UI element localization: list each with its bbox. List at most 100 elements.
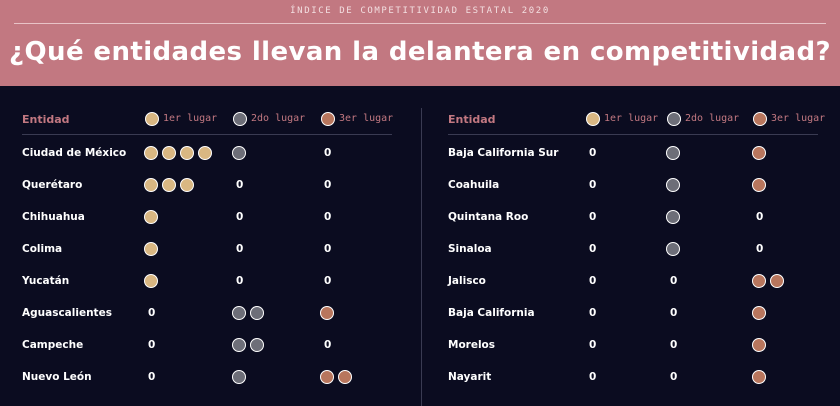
column-header-label: 1er lugar [604,113,659,124]
entity-name: Querétaro [22,179,83,191]
header-banner: ÍNDICE DE COMPETITIVIDAD ESTATAL 2020 ¿Q… [0,0,840,86]
table-row: Querétaro 0 0 [22,176,392,196]
table-row: Nayarit 0 0 [448,368,818,388]
medal-count: 0 [148,371,156,383]
gold-medal-icon [162,146,176,160]
entity-name: Chihuahua [22,211,85,223]
gray-medal-icon [232,306,246,320]
medal-count: 0 [324,275,332,287]
gray-medal-icon [250,306,264,320]
bronze-medal-icon [752,274,766,288]
table-row: Jalisco 0 0 [448,272,818,292]
column-header-entity: Entidad [22,113,70,126]
table-row: Morelos 0 0 [448,336,818,356]
bronze-medal-icon [770,274,784,288]
table-row: Sinaloa 0 0 [448,240,818,260]
medal-count: 0 [148,307,156,319]
column-header-label: 1er lugar [163,113,218,124]
bronze-medal-icon [320,370,334,384]
medal-count: 0 [589,211,597,223]
bronze-medal-icon [321,112,335,126]
entity-name: Yucatán [22,275,70,287]
medal-count: 0 [589,339,597,351]
gold-medal-icon [144,146,158,160]
table-row: Nuevo León 0 [22,368,392,388]
table-row: Aguascalientes 0 [22,304,392,324]
gray-medal-icon [232,146,246,160]
gold-medal-icon [180,178,194,192]
table-row: Baja California Sur 0 [448,144,818,164]
table-row: Baja California 0 0 [448,304,818,324]
medal-count: 0 [589,147,597,159]
medal-count: 0 [236,243,244,255]
gold-medal-icon [144,210,158,224]
entity-name: Baja California Sur [448,147,559,159]
gray-medal-icon [666,242,680,256]
table-row: Coahuila 0 [448,176,818,196]
gray-medal-icon [667,112,681,126]
medal-count: 0 [670,339,678,351]
bronze-medal-icon [752,370,766,384]
header-rule [14,23,826,24]
entity-name: Morelos [448,339,496,351]
gray-medal-icon [232,338,246,352]
medal-count: 0 [670,371,678,383]
entity-name: Baja California [448,307,535,319]
gold-medal-icon [162,178,176,192]
header-underline [448,134,818,135]
gray-medal-icon [666,210,680,224]
gold-medal-icon [144,242,158,256]
page-title: ¿Qué entidades llevan la delantera en co… [9,37,831,67]
medal-count: 0 [324,339,332,351]
medal-count: 0 [756,243,764,255]
bronze-medal-icon [338,370,352,384]
medal-count: 0 [589,243,597,255]
gray-medal-icon [666,146,680,160]
panel-divider [421,108,422,406]
medal-count: 0 [670,307,678,319]
medal-count: 0 [236,179,244,191]
column-header-label: 3er lugar [339,113,394,124]
entity-name: Quintana Roo [448,211,529,223]
bronze-medal-icon [752,306,766,320]
gray-medal-icon [666,178,680,192]
medal-count: 0 [324,211,332,223]
gold-medal-icon [145,112,159,126]
gray-medal-icon [233,112,247,126]
gold-medal-icon [198,146,212,160]
column-header-label: 2do lugar [685,113,740,124]
gold-medal-icon [586,112,600,126]
bronze-medal-icon [320,306,334,320]
medal-count: 0 [589,307,597,319]
entity-name: Aguascalientes [22,307,112,319]
medal-count: 0 [670,275,678,287]
bronze-medal-icon [752,146,766,160]
gray-medal-icon [232,370,246,384]
medal-count: 0 [589,371,597,383]
medal-count: 0 [324,147,332,159]
table-row: Ciudad de México 0 [22,144,392,164]
entity-name: Nayarit [448,371,492,383]
header-underline [22,134,392,135]
medal-count: 0 [236,275,244,287]
table-row: Chihuahua 0 0 [22,208,392,228]
bronze-medal-icon [753,112,767,126]
bronze-medal-icon [752,178,766,192]
medal-count: 0 [756,211,764,223]
medal-count: 0 [589,275,597,287]
gold-medal-icon [180,146,194,160]
entity-name: Nuevo León [22,371,92,383]
gray-medal-icon [250,338,264,352]
table-row: Yucatán 0 0 [22,272,392,292]
table-row: Quintana Roo 0 0 [448,208,818,228]
medal-count: 0 [148,339,156,351]
medal-count: 0 [236,211,244,223]
entity-name: Coahuila [448,179,500,191]
medal-count: 0 [324,243,332,255]
entity-name: Ciudad de México [22,147,127,159]
entity-name: Sinaloa [448,243,492,255]
column-header-label: 3er lugar [771,113,826,124]
medal-count: 0 [589,179,597,191]
entity-name: Campeche [22,339,84,351]
gold-medal-icon [144,178,158,192]
